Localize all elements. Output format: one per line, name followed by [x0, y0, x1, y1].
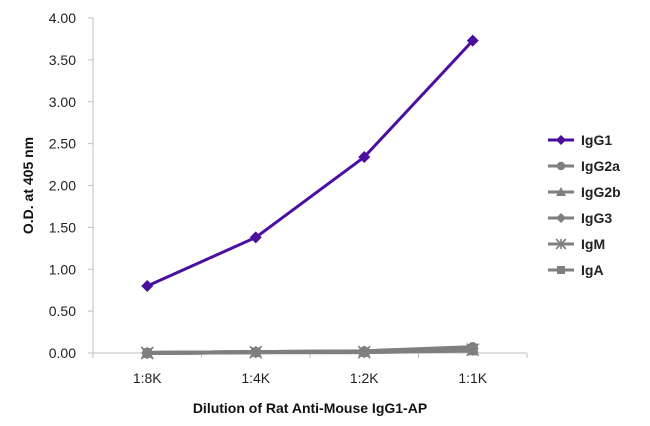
- legend-marker: [556, 161, 566, 171]
- legend-item: IgG2b: [548, 184, 621, 200]
- y-tick-label: 2.50: [49, 136, 76, 152]
- legend-label: IgA: [581, 262, 604, 278]
- y-axis-title: O.D. at 405 nm: [20, 137, 36, 234]
- data-point: [249, 231, 262, 244]
- legend-marker: [557, 266, 565, 274]
- series-lines: [140, 34, 480, 360]
- legend-label: IgG2a: [581, 158, 620, 174]
- legend-item: IgG2a: [548, 158, 620, 174]
- series-line: [147, 345, 473, 355]
- x-axis: 1:8K 1:4K 1:2K 1:1K: [92, 352, 528, 386]
- data-point: [142, 347, 153, 359]
- legend-item: IgG3: [548, 210, 612, 226]
- legend-label: IgM: [581, 236, 605, 252]
- data-point: [359, 346, 370, 357]
- x-tick-label: 1:8K: [133, 370, 162, 386]
- y-tick-label: 4.00: [49, 10, 76, 26]
- data-point: [141, 280, 154, 292]
- legend-label: IgG3: [581, 210, 612, 226]
- y-tick-label: 3.50: [49, 52, 76, 68]
- legend-item: IgG1: [548, 132, 612, 148]
- series-igg2a: [142, 342, 478, 359]
- legend-marker: [556, 213, 566, 223]
- data-point: [250, 347, 261, 358]
- y-tick-label: 2.00: [49, 178, 76, 194]
- legend-item: IgM: [548, 236, 605, 252]
- legend-marker: [556, 187, 566, 196]
- legend-label: IgG1: [581, 132, 612, 148]
- y-tick-label: 3.00: [49, 94, 76, 110]
- legend-marker: [555, 238, 567, 250]
- data-point: [358, 151, 371, 164]
- y-tick-label: 1.50: [49, 219, 76, 235]
- y-tick-label: 1.00: [49, 261, 76, 277]
- data-point: [466, 34, 479, 47]
- series-line: [146, 39, 474, 288]
- y-tick-label: 0.00: [49, 345, 76, 361]
- x-tick-label: 1:4K: [241, 370, 270, 386]
- legend-item: IgA: [548, 262, 604, 278]
- legend-label: IgG2b: [581, 184, 621, 200]
- legend-marker: [556, 135, 566, 145]
- x-tick-label: 1:2K: [350, 370, 379, 386]
- y-tick-label: 0.50: [49, 303, 76, 319]
- y-axis: 0.00 0.50 1.00 1.50 2.00 2.50 3.00 3.50 4.00: [49, 10, 94, 361]
- data-point: [467, 342, 478, 353]
- x-tick-label: 1:1K: [458, 370, 487, 386]
- x-axis-title: Dilution of Rat Anti-Mouse IgG1-AP: [193, 400, 427, 416]
- series-igg1: [141, 34, 479, 292]
- legend: IgG1 IgG2a IgG2b IgG3 IgM IgA: [548, 132, 621, 278]
